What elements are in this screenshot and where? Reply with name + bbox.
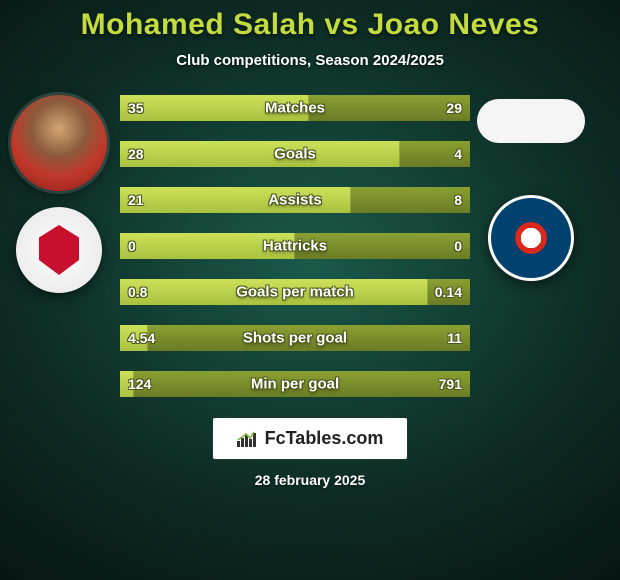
stat-right-value: 29 <box>446 100 462 116</box>
stat-row: 0.8 0.14 Goals per match <box>120 279 470 305</box>
stat-left-value: 124 <box>128 376 151 392</box>
stat-left-value: 0.8 <box>128 284 147 300</box>
stat-label: Shots per goal <box>243 330 347 347</box>
stat-right-value: 11 <box>447 330 462 346</box>
club-crest-left <box>16 207 102 293</box>
stat-row: 0 0 Hattricks <box>120 233 470 259</box>
stat-row: 21 8 Assists <box>120 187 470 213</box>
date: 28 february 2025 <box>255 472 366 488</box>
stat-right-value: 0.14 <box>435 284 462 300</box>
stat-right-value: 791 <box>439 376 462 392</box>
stat-label: Min per goal <box>251 376 339 393</box>
infographic-root: Mohamed Salah vs Joao Neves Club competi… <box>0 0 620 580</box>
stat-right-value: 8 <box>454 192 462 208</box>
stat-bar-left-fill <box>120 141 400 167</box>
left-player-column <box>4 95 114 293</box>
stat-right-value: 4 <box>454 146 462 162</box>
comparison-region: 35 29 Matches 28 4 Goals 21 8 Assists 0 0 Hattricks… <box>0 95 620 397</box>
stat-label: Goals <box>274 146 316 163</box>
stat-row: 4.54 11 Shots per goal <box>120 325 470 351</box>
stat-label: Assists <box>268 192 321 209</box>
stat-bars: 35 29 Matches 28 4 Goals 21 8 Assists 0 0 Hattricks… <box>120 95 470 397</box>
site-logo-text: FcTables.com <box>265 428 384 449</box>
avatar-right-placeholder <box>477 99 585 143</box>
stat-left-value: 0 <box>128 238 136 254</box>
stat-left-value: 35 <box>128 100 144 116</box>
stat-label: Goals per match <box>236 284 354 301</box>
stat-label: Hattricks <box>263 238 327 255</box>
stat-row: 124 791 Min per goal <box>120 371 470 397</box>
site-logo: FcTables.com <box>212 417 409 460</box>
stat-left-value: 28 <box>128 146 144 162</box>
stat-label: Matches <box>265 100 325 117</box>
footer: FcTables.com 28 february 2025 <box>212 417 409 488</box>
stat-left-value: 21 <box>128 192 144 208</box>
stat-right-value: 0 <box>454 238 462 254</box>
page-title: Mohamed Salah vs Joao Neves <box>81 8 540 42</box>
right-player-column <box>476 95 586 281</box>
stat-row: 35 29 Matches <box>120 95 470 121</box>
stat-bar-right-fill <box>351 187 470 213</box>
stat-left-value: 4.54 <box>128 330 155 346</box>
stat-row: 28 4 Goals <box>120 141 470 167</box>
avatar-left <box>11 95 107 191</box>
subtitle: Club competitions, Season 2024/2025 <box>176 52 444 69</box>
club-crest-right <box>488 195 574 281</box>
chart-icon <box>237 431 259 447</box>
